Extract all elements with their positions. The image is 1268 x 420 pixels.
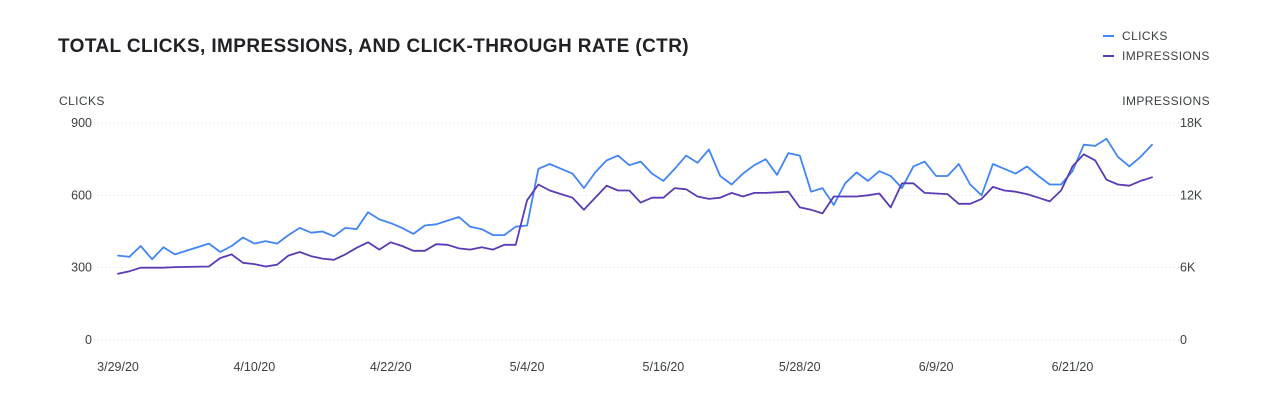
x-tick-label: 6/9/20 xyxy=(919,360,954,374)
gridlines xyxy=(90,122,1180,341)
series-line-impressions[interactable] xyxy=(117,153,1153,275)
x-tick-label: 3/29/20 xyxy=(97,360,139,374)
legend-swatch-clicks xyxy=(1103,35,1114,37)
right-tick-label: 0 xyxy=(1180,333,1187,347)
left-tick-label: 300 xyxy=(71,261,92,275)
left-tick-label: 600 xyxy=(71,188,92,202)
x-axis-ticks: 3/29/20 4/10/20 4/22/20 5/4/20 5/16/20 5/28/2… xyxy=(97,360,1093,374)
legend-label-impressions: IMPRESSIONS xyxy=(1122,49,1210,63)
right-tick-label: 12K xyxy=(1180,188,1203,202)
y-axis-ticks: 0 0 300 6K 600 12K 900 18K xyxy=(71,116,1203,347)
right-tick-label: 6K xyxy=(1180,261,1196,275)
legend: CLICKS IMPRESSIONS xyxy=(1103,26,1210,66)
x-tick-label: 5/16/20 xyxy=(643,360,685,374)
legend-label-clicks: CLICKS xyxy=(1122,29,1168,43)
legend-swatch-impressions xyxy=(1103,55,1114,57)
x-tick-label: 6/21/20 xyxy=(1052,360,1094,374)
series-line-clicks[interactable] xyxy=(117,137,1153,261)
x-tick-label: 4/10/20 xyxy=(233,360,275,374)
left-tick-label: 900 xyxy=(71,116,92,130)
left-axis-title: CLICKS xyxy=(59,94,105,108)
chart-title: TOTAL CLICKS, IMPRESSIONS, AND CLICK-THR… xyxy=(58,36,690,57)
x-tick-label: 5/4/20 xyxy=(510,360,545,374)
right-tick-label: 18K xyxy=(1180,116,1203,130)
x-tick-label: 5/28/20 xyxy=(779,360,821,374)
x-tick-label: 4/22/20 xyxy=(370,360,412,374)
legend-item-impressions[interactable]: IMPRESSIONS xyxy=(1103,46,1210,66)
left-tick-label: 0 xyxy=(85,333,92,347)
legend-item-clicks[interactable]: CLICKS xyxy=(1103,26,1210,46)
series-lines xyxy=(117,137,1153,275)
right-axis-title: IMPRESSIONS xyxy=(1122,94,1210,108)
